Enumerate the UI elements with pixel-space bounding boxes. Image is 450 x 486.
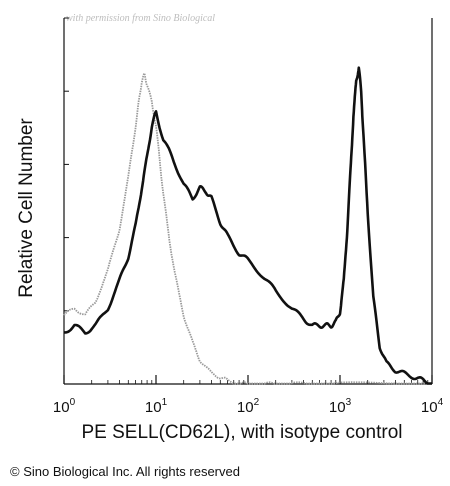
x-tick-label: 101 (145, 397, 168, 416)
x-tick-label: 104 (421, 397, 444, 416)
plot-area: 100 101 102 103 104 (53, 17, 444, 416)
watermark-text: with permission from Sino Biological (66, 13, 215, 24)
x-tick-label: 100 (53, 397, 76, 416)
y-axis-label: Relative Cell Number (16, 118, 37, 298)
x-tick-label: 103 (329, 397, 352, 416)
cd62l-histogram-line (64, 66, 433, 385)
isotype-control-line (63, 72, 432, 385)
y-axis-label-group: Relative Cell Number (16, 118, 37, 298)
copyright-notice: © Sino Biological Inc. All rights reserv… (10, 464, 240, 479)
x-tick-label: 102 (237, 397, 260, 416)
x-axis-label: PE SELL(CD62L), with isotype control (81, 422, 402, 443)
